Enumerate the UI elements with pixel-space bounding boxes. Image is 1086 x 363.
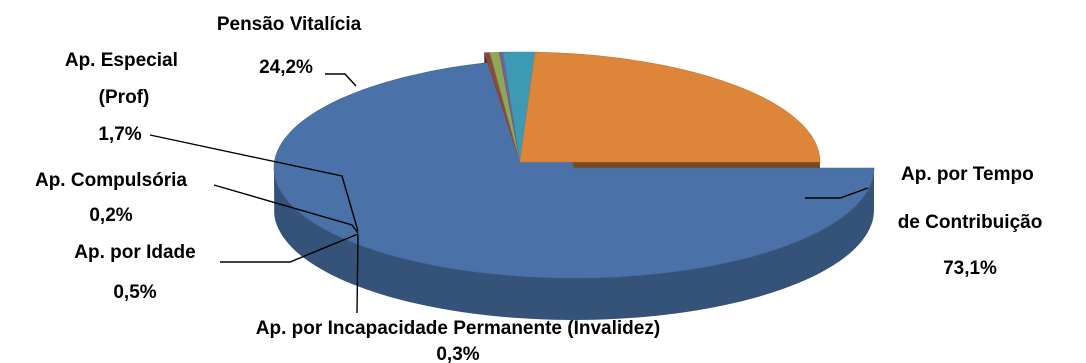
value-tempo-contribuicao: 73,1% xyxy=(943,258,997,279)
label-tempo-contribuicao: Ap. por Tempo de Contribuição xyxy=(898,164,1043,233)
leader-line xyxy=(220,233,359,263)
leader-line xyxy=(149,134,359,232)
value-idade: 0,5% xyxy=(113,282,156,303)
label-pensao-vitalicia: Pensão Vitalícia xyxy=(217,14,362,35)
value-pensao-vitalicia: 24,2% xyxy=(259,57,313,78)
leader-line xyxy=(356,233,359,314)
value-especial: 1,7% xyxy=(98,124,141,145)
leader-line xyxy=(213,184,359,234)
pie-top-faces xyxy=(273,51,875,279)
label-compulsoria: Ap. Compulsória xyxy=(35,170,187,191)
leader-line xyxy=(805,187,869,199)
value-compulsoria: 0,2% xyxy=(89,205,132,226)
value-incapacidade: 0,3% xyxy=(436,344,479,363)
leader-line xyxy=(325,73,357,87)
label-idade: Ap. por Idade xyxy=(74,242,195,263)
pie-slice-pens-o-vital-cia xyxy=(519,51,821,163)
label-especial: Ap. Especial (Prof) xyxy=(65,50,183,108)
slice-outer-wall xyxy=(274,168,874,320)
pie-slice-ap-por-tempo-de-contribui-o xyxy=(273,58,875,279)
label-leader-lines xyxy=(149,73,869,314)
label-incapacidade: Ap. por Incapacidade Permanente (Invalid… xyxy=(256,318,660,339)
